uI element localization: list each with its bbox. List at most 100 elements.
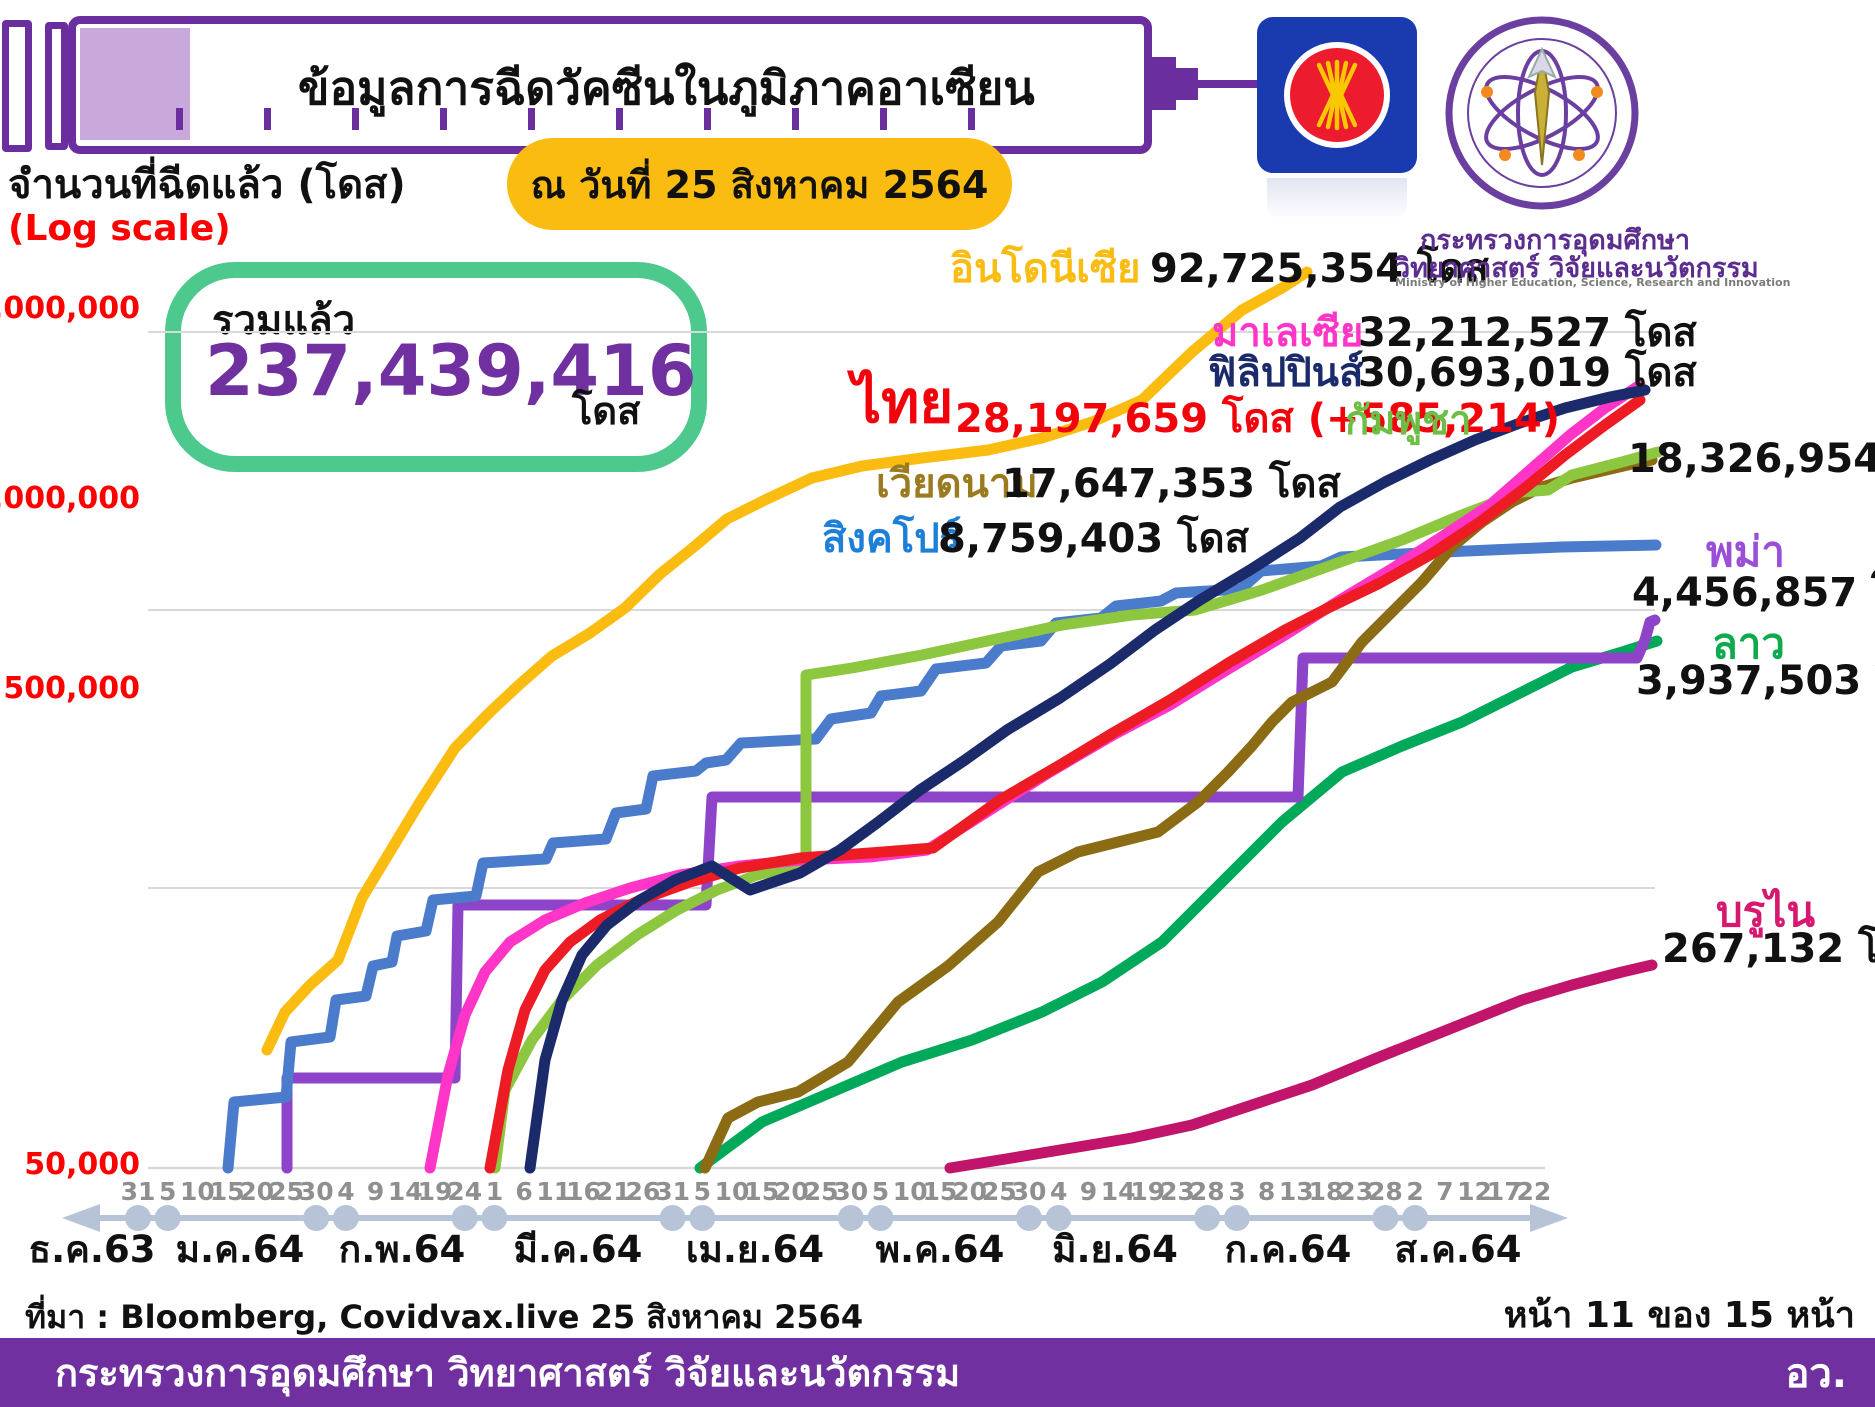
x-tick-label: 16 xyxy=(566,1177,601,1206)
annotation-singapore: สิงคโปร์ xyxy=(822,516,962,562)
series-line-brunei xyxy=(944,959,1658,1174)
y-axis-title: จำนวนที่ฉีดแล้ว (โดส) xyxy=(8,162,406,208)
month-boundary-dot xyxy=(1016,1205,1042,1231)
annotation-philippines: 30,693,019 โดส xyxy=(1358,350,1697,396)
month-boundary-dot xyxy=(659,1205,686,1231)
x-tick-label: 28 xyxy=(1190,1177,1225,1206)
annotation-singapore: 8,759,403 โดส xyxy=(938,516,1250,562)
syringe-scale-tick xyxy=(528,108,535,130)
x-tick-label: 15 xyxy=(923,1177,958,1206)
month-label: เม.ย.64 xyxy=(686,1228,824,1271)
syringe-scale-tick xyxy=(880,108,887,130)
month-boundary-dot xyxy=(451,1205,478,1231)
x-tick-label: 24 xyxy=(447,1177,482,1206)
x-tick-label: 3 xyxy=(1228,1177,1245,1206)
x-tick-label: 26 xyxy=(626,1177,661,1206)
asean-flag-reflection xyxy=(1267,178,1407,220)
series-line-singapore xyxy=(222,539,1662,1174)
date-badge: ณ วันที่ 25 สิงหาคม 2564 xyxy=(507,138,1012,230)
footer-ministry-name: กระทรวงการอุดมศึกษา วิทยาศาสตร์ วิจัยและ… xyxy=(55,1351,961,1395)
syringe-scale-tick xyxy=(616,108,623,130)
month-label: มิ.ย.64 xyxy=(1052,1228,1178,1271)
total-label: รวมแล้ว xyxy=(212,298,356,344)
x-tick-label: 17 xyxy=(1487,1177,1522,1206)
series-line-myanmar xyxy=(281,614,1661,1174)
month-boundary-dot xyxy=(867,1205,894,1231)
x-tick-label: 2 xyxy=(1406,1177,1423,1206)
syringe-plunger-end xyxy=(2,20,32,152)
x-tick-label: 14 xyxy=(1101,1177,1136,1206)
syringe-needle-hub xyxy=(1152,57,1176,110)
series-line-indonesia xyxy=(261,266,1313,1056)
month-label: ส.ค.64 xyxy=(1395,1228,1522,1271)
syringe-scale-tick xyxy=(176,108,183,130)
month-label: พ.ค.64 xyxy=(876,1228,1005,1271)
ministry-logo-icon xyxy=(1445,16,1639,210)
month-boundary-dot xyxy=(689,1205,716,1231)
month-boundary-dot xyxy=(1194,1205,1221,1231)
timeline-arrow-left xyxy=(62,1204,100,1232)
y-tick-label: 50,000,000 xyxy=(0,291,140,326)
annotation-thailand: 28,197,659 โดส (+585,214) xyxy=(955,396,1561,442)
x-tick-label: 4 xyxy=(337,1177,354,1206)
total-value: 237,439,416 xyxy=(205,330,697,412)
annotation-philippines: ฟิลิปปินส์ xyxy=(1208,350,1364,396)
x-tick-label: 9 xyxy=(367,1177,384,1206)
y-tick-label: 500,000 xyxy=(3,671,140,706)
x-tick-label: 25 xyxy=(269,1177,304,1206)
x-tick-label: 5 xyxy=(159,1177,176,1206)
syringe-needle-tip xyxy=(1176,68,1198,100)
annotation-brunei: 267,132 โดส xyxy=(1662,926,1875,972)
month-boundary-dot xyxy=(332,1205,359,1231)
page-title: ข้อมูลการฉีดวัคซีนในภูมิภาคอาเซียน xyxy=(298,61,1035,115)
month-boundary-dot xyxy=(154,1205,181,1231)
x-tick-label: 30 xyxy=(1012,1177,1047,1206)
timeline-arrow-right xyxy=(1530,1204,1568,1232)
month-boundary-dot xyxy=(481,1205,508,1231)
x-tick-label: 8 xyxy=(1258,1177,1275,1206)
syringe-scale-tick xyxy=(264,108,271,130)
total-unit: โดส xyxy=(572,389,641,433)
x-tick-label: 10 xyxy=(180,1177,215,1206)
x-tick-label: 7 xyxy=(1436,1177,1453,1206)
source-text: ที่มา : Bloomberg, Covidvax.live 25 สิงห… xyxy=(25,1298,864,1336)
x-tick-label: 5 xyxy=(694,1177,711,1206)
month-label: ก.ค.64 xyxy=(1225,1228,1352,1271)
x-tick-label: 15 xyxy=(210,1177,245,1206)
asean-flag-icon xyxy=(1257,17,1417,173)
total-box xyxy=(165,262,707,472)
ministry-logo-caption-1: กระทรวงการอุดมศึกษา xyxy=(1420,225,1690,256)
x-tick-label: 28 xyxy=(1368,1177,1403,1206)
x-tick-label: 25 xyxy=(982,1177,1017,1206)
syringe-liquid xyxy=(80,28,190,140)
month-boundary-dot xyxy=(837,1205,864,1231)
x-tick-label: 19 xyxy=(418,1177,453,1206)
x-tick-label: 30 xyxy=(299,1177,334,1206)
ministry-logo-caption-en: Ministry of Higher Education, Science, R… xyxy=(1395,276,1791,289)
annotation-malaysia: มาเลเซีย xyxy=(1212,310,1364,356)
y-tick-label: 50,000 xyxy=(24,1147,140,1182)
x-tick-label: 31 xyxy=(655,1177,690,1206)
annotation-indonesia: 92,725,354 โดส xyxy=(1150,246,1489,292)
annotation-laos: ลาว xyxy=(1712,619,1785,668)
month-label: ธ.ค.63 xyxy=(29,1228,156,1271)
x-tick-label: 18 xyxy=(1309,1177,1344,1206)
syringe-scale-tick xyxy=(352,108,359,130)
x-tick-label: 6 xyxy=(515,1177,532,1206)
series-line-thailand xyxy=(484,394,1646,1174)
syringe-needle-line xyxy=(1198,80,1258,88)
annotation-brunei: บรูไน xyxy=(1716,887,1816,936)
annotation-cambodia: กัมพูชา xyxy=(1345,398,1472,444)
x-tick-label: 4 xyxy=(1050,1177,1067,1206)
syringe-scale-tick xyxy=(704,108,711,130)
x-tick-label: 22 xyxy=(1517,1177,1552,1206)
month-label: มี.ค.64 xyxy=(514,1228,643,1271)
x-tick-label: 9 xyxy=(1080,1177,1097,1206)
x-tick-label: 10 xyxy=(893,1177,928,1206)
x-tick-label: 10 xyxy=(715,1177,750,1206)
x-tick-label: 23 xyxy=(1160,1177,1195,1206)
x-tick-label: 5 xyxy=(872,1177,889,1206)
x-tick-label: 21 xyxy=(596,1177,631,1206)
footer-bar: กระทรวงการอุดมศึกษา วิทยาศาสตร์ วิจัยและ… xyxy=(0,1338,1875,1407)
